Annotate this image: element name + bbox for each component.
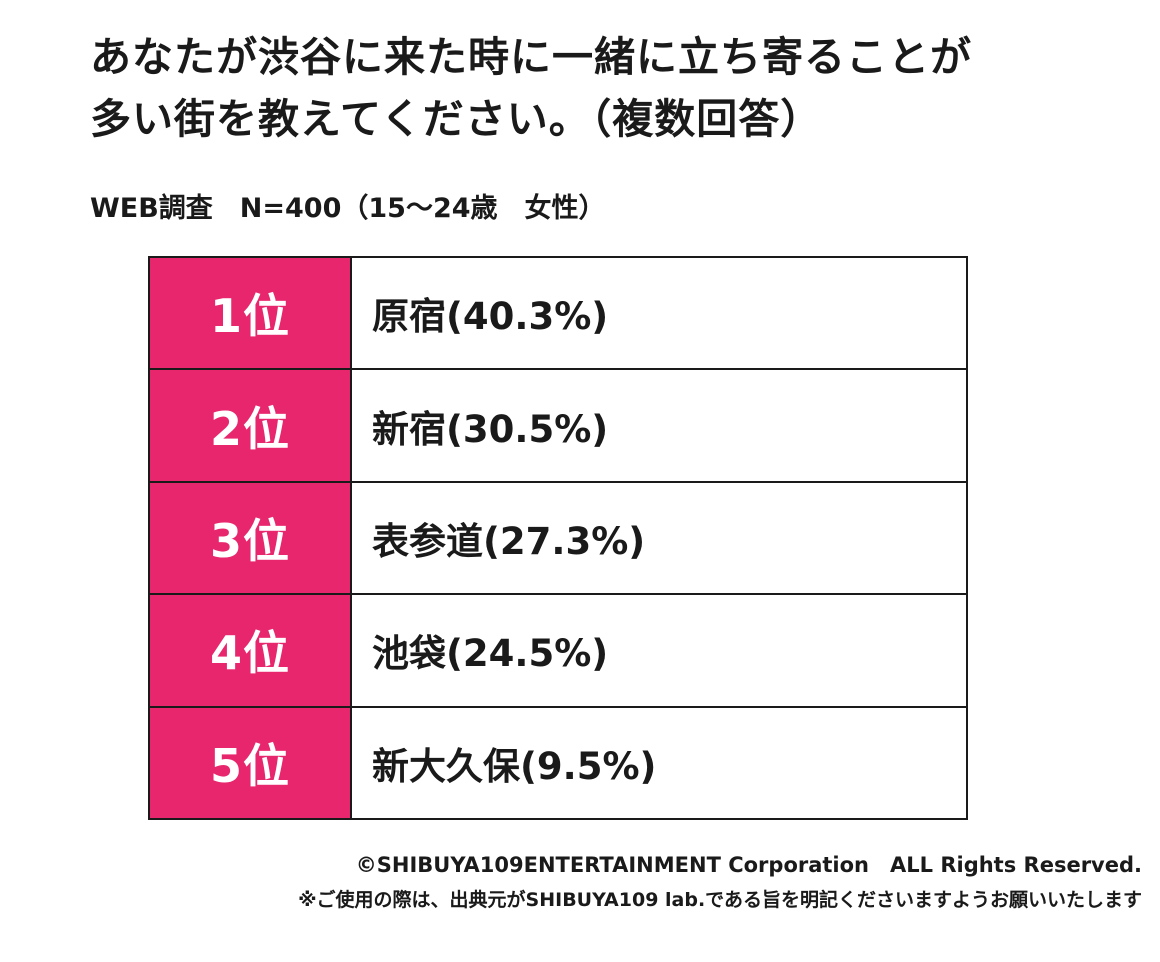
rank-label: 4位 (148, 593, 352, 708)
rank-label: 1位 (148, 255, 352, 371)
ranking-table: 1位 原宿(40.3%) 2位 新宿(30.5%) 3位 表参道(27.3%) … (148, 255, 968, 821)
copyright-notice: ©SHIBUYA109ENTERTAINMENT Corporation ALL… (355, 853, 1142, 877)
ranking-row-5: 5位 新大久保(9.5%) (148, 705, 968, 821)
ranking-row-2: 2位 新宿(30.5%) (148, 368, 968, 483)
ranking-row-4: 4位 池袋(24.5%) (148, 593, 968, 708)
rank-label: 5位 (148, 705, 352, 821)
place-percentage: 原宿(40.3%) (350, 255, 968, 371)
place-percentage: 新宿(30.5%) (350, 368, 968, 483)
chart-title: あなたが渋谷に来た時に一緒に立ち寄ることが 多い街を教えてください。（複数回答） (90, 26, 1130, 150)
survey-subtitle: WEB調査 N=400（15～24歳 女性） (90, 193, 606, 224)
place-percentage: 新大久保(9.5%) (350, 705, 968, 821)
rank-label: 3位 (148, 480, 352, 596)
rank-label: 2位 (148, 368, 352, 483)
usage-notice: ※ご使用の際は、出典元がSHIBUYA109 lab.である旨を明記くださいます… (298, 889, 1142, 911)
place-percentage: 表参道(27.3%) (350, 480, 968, 596)
place-percentage: 池袋(24.5%) (350, 593, 968, 708)
ranking-row-3: 3位 表参道(27.3%) (148, 480, 968, 596)
chart-title-line-1: あなたが渋谷に来た時に一緒に立ち寄ることが (90, 33, 972, 81)
ranking-row-1: 1位 原宿(40.3%) (148, 255, 968, 371)
chart-title-line-2: 多い街を教えてください。（複数回答） (90, 95, 823, 143)
